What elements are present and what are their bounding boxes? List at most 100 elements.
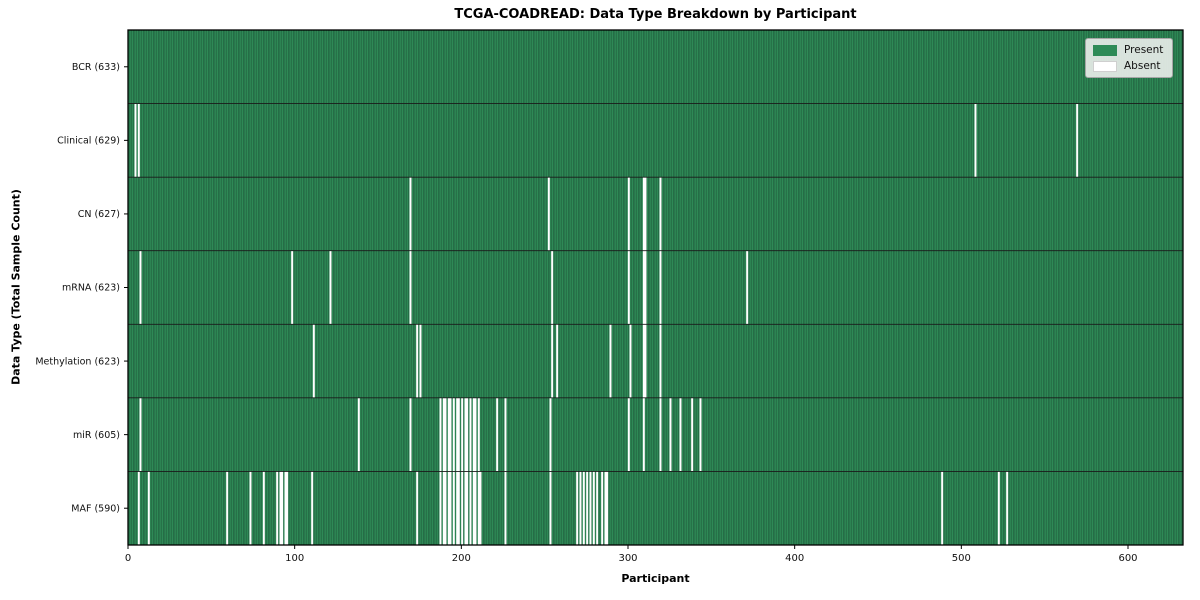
- absent-mark: [276, 471, 279, 545]
- absent-mark: [439, 471, 442, 545]
- plot-border: [127, 29, 1184, 546]
- row-label: miR (605): [73, 430, 120, 441]
- absent-mark: [659, 177, 662, 251]
- x-tick-label: 300: [618, 553, 637, 564]
- x-tick-label: 600: [1118, 553, 1137, 564]
- absent-mark: [444, 471, 447, 545]
- absent-mark: [447, 397, 450, 472]
- x-tick-label: 400: [785, 553, 804, 564]
- absent-mark: [547, 177, 550, 251]
- absent-mark: [137, 103, 140, 178]
- legend: Present Absent: [1085, 38, 1174, 78]
- absent-mark: [281, 471, 284, 545]
- absent-mark: [642, 324, 645, 398]
- absent-mark: [629, 324, 632, 398]
- absent-mark: [286, 471, 289, 545]
- absent-mark: [419, 324, 422, 398]
- absent-mark: [439, 397, 442, 472]
- absent-mark: [1006, 471, 1009, 545]
- absent-mark: [642, 250, 645, 325]
- absent-mark: [409, 177, 412, 251]
- x-axis-label: Participant: [621, 572, 690, 585]
- chart-title: TCGA-COADREAD: Data Type Breakdown by Pa…: [454, 7, 857, 22]
- absent-mark: [464, 397, 467, 472]
- absent-mark: [551, 324, 554, 398]
- absent-mark: [291, 250, 294, 325]
- absent-mark: [416, 471, 419, 545]
- row-label: CN (627): [78, 209, 120, 220]
- legend-present-swatch: [1093, 44, 1117, 56]
- absent-mark: [329, 250, 332, 325]
- absent-mark: [262, 471, 265, 545]
- absent-mark: [284, 471, 287, 545]
- absent-mark: [139, 397, 142, 472]
- absent-mark: [941, 471, 944, 545]
- absent-mark: [279, 471, 282, 545]
- heatmap-row: [128, 177, 1183, 251]
- absent-mark: [452, 471, 455, 545]
- absent-mark: [601, 471, 604, 545]
- heatmap-row: [128, 30, 1183, 104]
- absent-mark: [659, 324, 662, 398]
- absent-mark: [469, 471, 472, 545]
- absent-mark: [444, 397, 447, 472]
- absent-mark: [479, 471, 482, 545]
- absent-mark: [669, 397, 672, 472]
- absent-mark: [472, 397, 475, 472]
- heatmap-row: [128, 103, 1183, 178]
- absent-mark: [449, 397, 452, 472]
- absent-mark: [642, 397, 645, 472]
- legend-absent-swatch: [1093, 60, 1117, 72]
- absent-mark: [457, 397, 460, 472]
- absent-mark: [457, 471, 460, 545]
- x-tick-label: 500: [952, 553, 971, 564]
- absent-mark: [549, 397, 552, 472]
- absent-mark: [556, 324, 559, 398]
- row-label: Clinical (629): [57, 136, 120, 147]
- absent-mark: [466, 471, 469, 545]
- absent-mark: [504, 471, 507, 545]
- legend-absent-label: Absent: [1124, 60, 1161, 72]
- absent-mark: [447, 471, 450, 545]
- heatmap-row: [128, 250, 1183, 325]
- row-label: mRNA (623): [62, 283, 120, 294]
- absent-mark: [452, 397, 455, 472]
- absent-mark: [461, 397, 464, 472]
- absent-mark: [746, 250, 749, 325]
- absent-mark: [642, 177, 645, 251]
- absent-mark: [496, 397, 499, 472]
- heatmap-row: [128, 397, 1183, 472]
- absent-mark: [472, 471, 475, 545]
- x-tick-label: 0: [125, 553, 131, 564]
- absent-mark: [596, 471, 599, 545]
- absent-mark: [586, 471, 589, 545]
- absent-mark: [627, 397, 630, 472]
- absent-mark: [249, 471, 252, 545]
- absent-mark: [477, 471, 480, 545]
- absent-mark: [549, 471, 552, 545]
- absent-mark: [589, 471, 592, 545]
- absent-mark: [474, 471, 477, 545]
- absent-mark: [644, 324, 647, 398]
- absent-mark: [679, 397, 682, 472]
- row-label: Methylation (623): [35, 356, 120, 367]
- absent-mark: [592, 471, 595, 545]
- absent-mark: [442, 397, 445, 472]
- absent-mark: [409, 250, 412, 325]
- absent-mark: [644, 177, 647, 251]
- absent-mark: [627, 177, 630, 251]
- absent-mark: [504, 397, 507, 472]
- row-label: BCR (633): [72, 62, 120, 73]
- absent-mark: [466, 397, 469, 472]
- absent-mark: [456, 471, 459, 545]
- absent-mark: [644, 250, 647, 325]
- absent-mark: [659, 397, 662, 472]
- absent-mark: [461, 471, 464, 545]
- absent-mark: [579, 471, 582, 545]
- absent-mark: [477, 397, 480, 472]
- absent-mark: [134, 103, 137, 178]
- absent-mark: [139, 250, 142, 325]
- absent-mark: [699, 397, 702, 472]
- row-label: MAF (590): [71, 503, 120, 514]
